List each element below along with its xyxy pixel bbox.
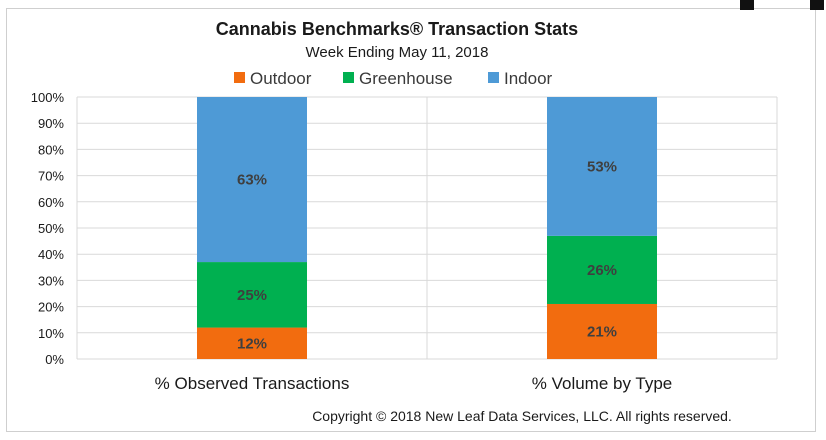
y-tick-label: 20% <box>38 300 64 315</box>
y-tick-label: 70% <box>38 169 64 184</box>
chart-title: Cannabis Benchmarks® Transaction Stats <box>216 19 578 39</box>
x-axis-categories: % Observed Transactions % Volume by Type <box>155 374 673 393</box>
data-label: 26% <box>587 262 617 279</box>
bar-segment-outdoor <box>197 327 307 359</box>
chart-frame <box>6 8 816 432</box>
bar-segment-indoor <box>197 97 307 263</box>
legend-label-indoor: Indoor <box>504 69 553 88</box>
bar-segment-greenhouse <box>547 235 657 304</box>
legend-swatch-indoor <box>488 72 499 83</box>
chart-subtitle: Week Ending May 11, 2018 <box>306 44 489 61</box>
x-category-label: % Volume by Type <box>532 374 673 393</box>
y-tick-label: 100% <box>31 90 65 105</box>
data-label: 25% <box>237 287 267 304</box>
y-tick-label: 0% <box>45 352 64 367</box>
data-label: 53% <box>587 158 617 175</box>
y-axis-ticks: 0% 10% 20% 30% 40% 50% 60% 70% 80% 90% 100% <box>31 90 65 367</box>
x-category-label: % Observed Transactions <box>155 374 350 393</box>
y-tick-label: 50% <box>38 221 64 236</box>
y-tick-label: 30% <box>38 273 64 288</box>
bar-segment-indoor <box>547 97 657 236</box>
y-tick-label: 90% <box>38 116 64 131</box>
data-label: 21% <box>587 323 617 340</box>
legend-label-outdoor: Outdoor <box>250 69 312 88</box>
y-tick-label: 60% <box>38 195 64 210</box>
legend-swatch-greenhouse <box>343 72 354 83</box>
grid-lines <box>76 96 778 360</box>
bars: 12% 25% 63% 21% 26% 53% <box>197 97 657 359</box>
copyright-notice: Copyright © 2018 New Leaf Data Services,… <box>312 408 732 424</box>
bar-segment-outdoor <box>547 303 657 359</box>
chart-legend: Outdoor Greenhouse Indoor <box>234 69 553 88</box>
data-label: 12% <box>237 335 267 352</box>
legend-swatch-outdoor <box>234 72 245 83</box>
window-corner-icon <box>740 0 754 10</box>
y-tick-label: 80% <box>38 142 64 157</box>
data-label: 63% <box>237 172 267 189</box>
y-tick-label: 10% <box>38 326 64 341</box>
legend-label-greenhouse: Greenhouse <box>359 69 453 88</box>
window-corner-icon <box>810 0 824 10</box>
bar-segment-greenhouse <box>197 262 307 328</box>
y-tick-label: 40% <box>38 247 64 262</box>
